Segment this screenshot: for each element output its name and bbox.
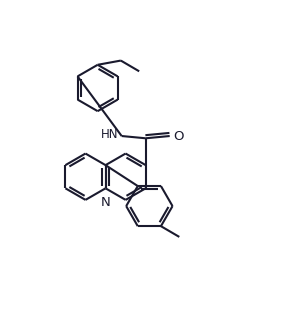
Text: N: N	[101, 196, 110, 209]
Text: HN: HN	[101, 128, 118, 141]
Text: O: O	[173, 130, 184, 143]
